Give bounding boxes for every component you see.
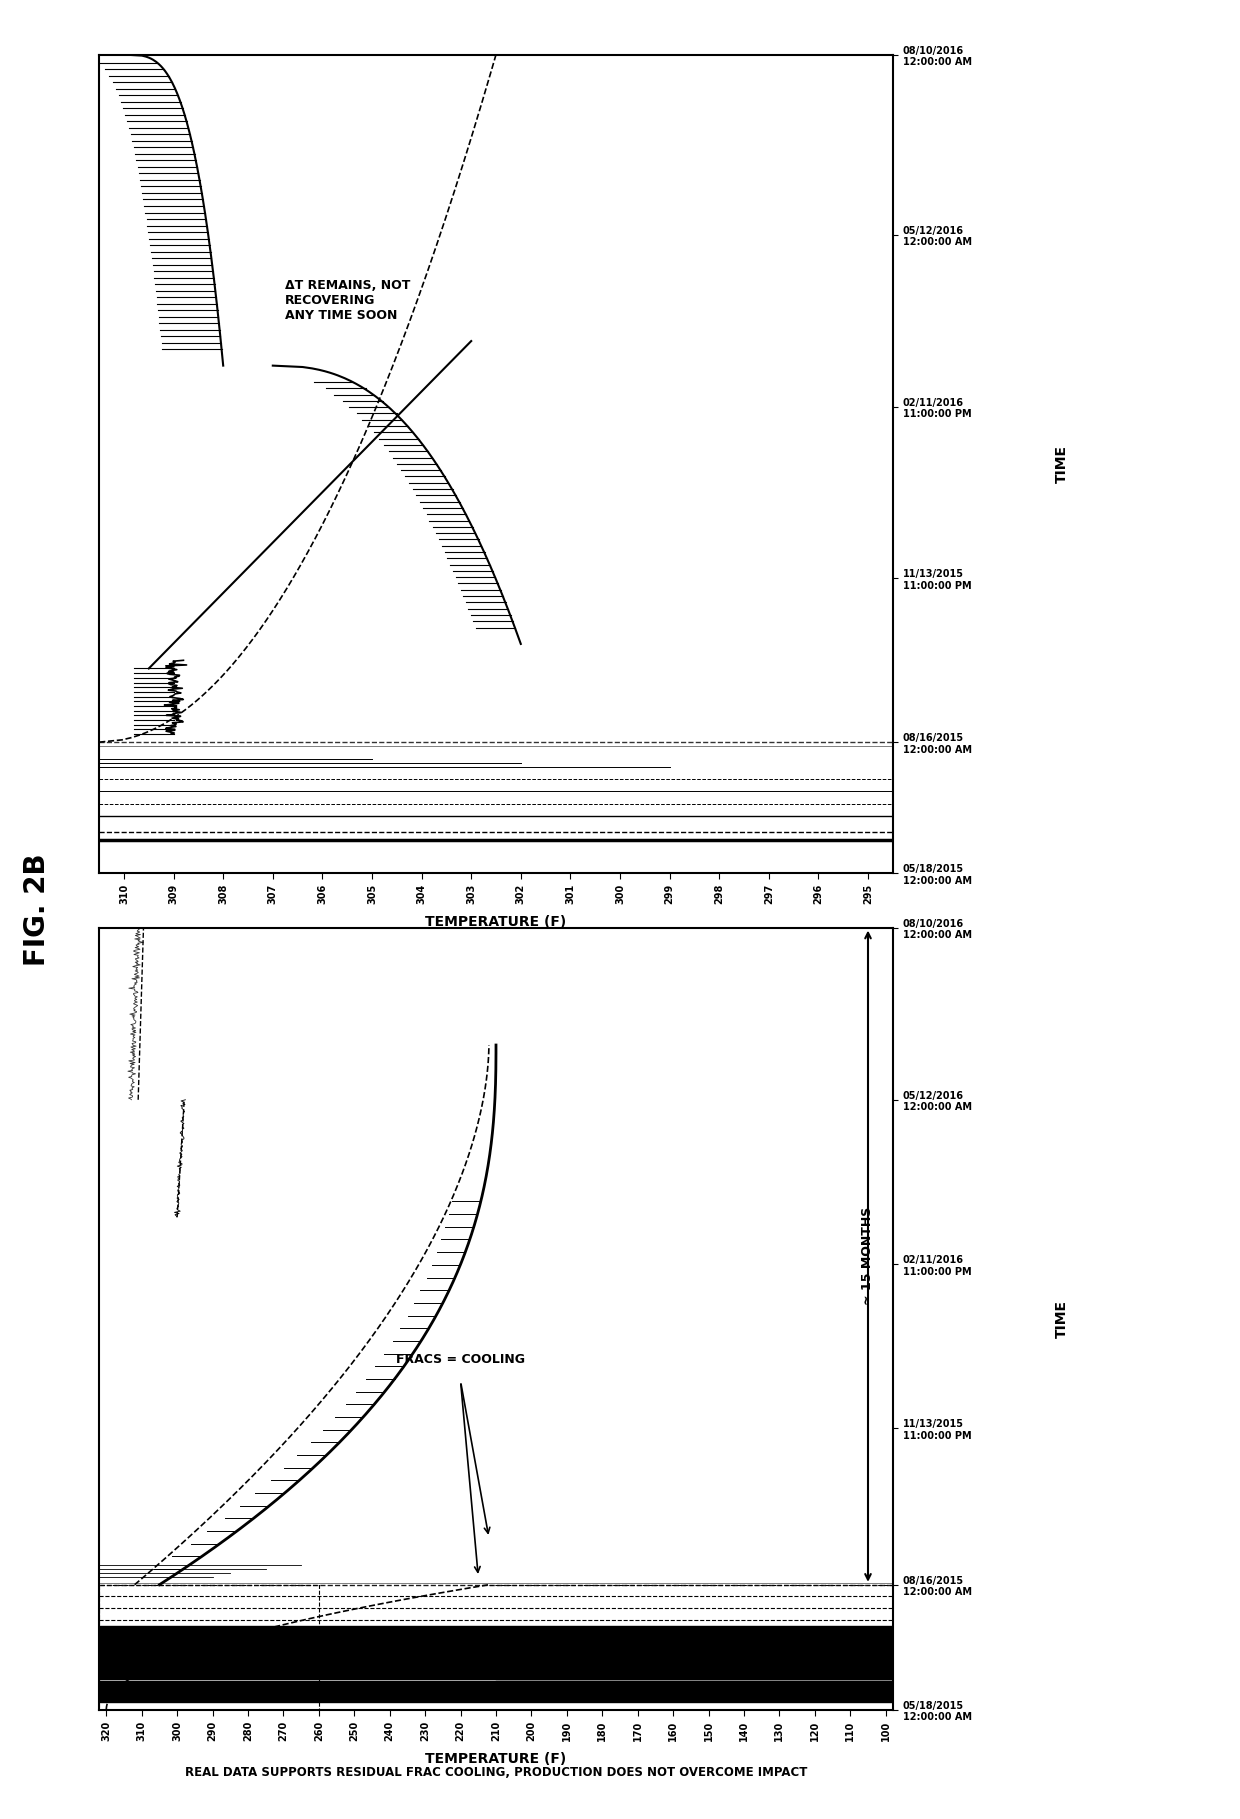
Text: ~ 15 MONTHS: ~ 15 MONTHS — [861, 1208, 874, 1306]
X-axis label: TEMPERATURE (F): TEMPERATURE (F) — [425, 1752, 567, 1766]
Text: ΔT REMAINS, NOT
RECOVERING
ANY TIME SOON: ΔT REMAINS, NOT RECOVERING ANY TIME SOON — [284, 278, 410, 322]
Y-axis label: TIME: TIME — [1055, 1301, 1069, 1337]
X-axis label: TEMPERATURE (F): TEMPERATURE (F) — [425, 915, 567, 930]
Y-axis label: TIME: TIME — [1055, 446, 1069, 482]
Text: FRACS = COOLING: FRACS = COOLING — [396, 1353, 525, 1366]
Text: REAL DATA SUPPORTS RESIDUAL FRAC COOLING, PRODUCTION DOES NOT OVERCOME IMPACT: REAL DATA SUPPORTS RESIDUAL FRAC COOLING… — [185, 1766, 807, 1779]
Text: FIG. 2B: FIG. 2B — [24, 853, 51, 966]
